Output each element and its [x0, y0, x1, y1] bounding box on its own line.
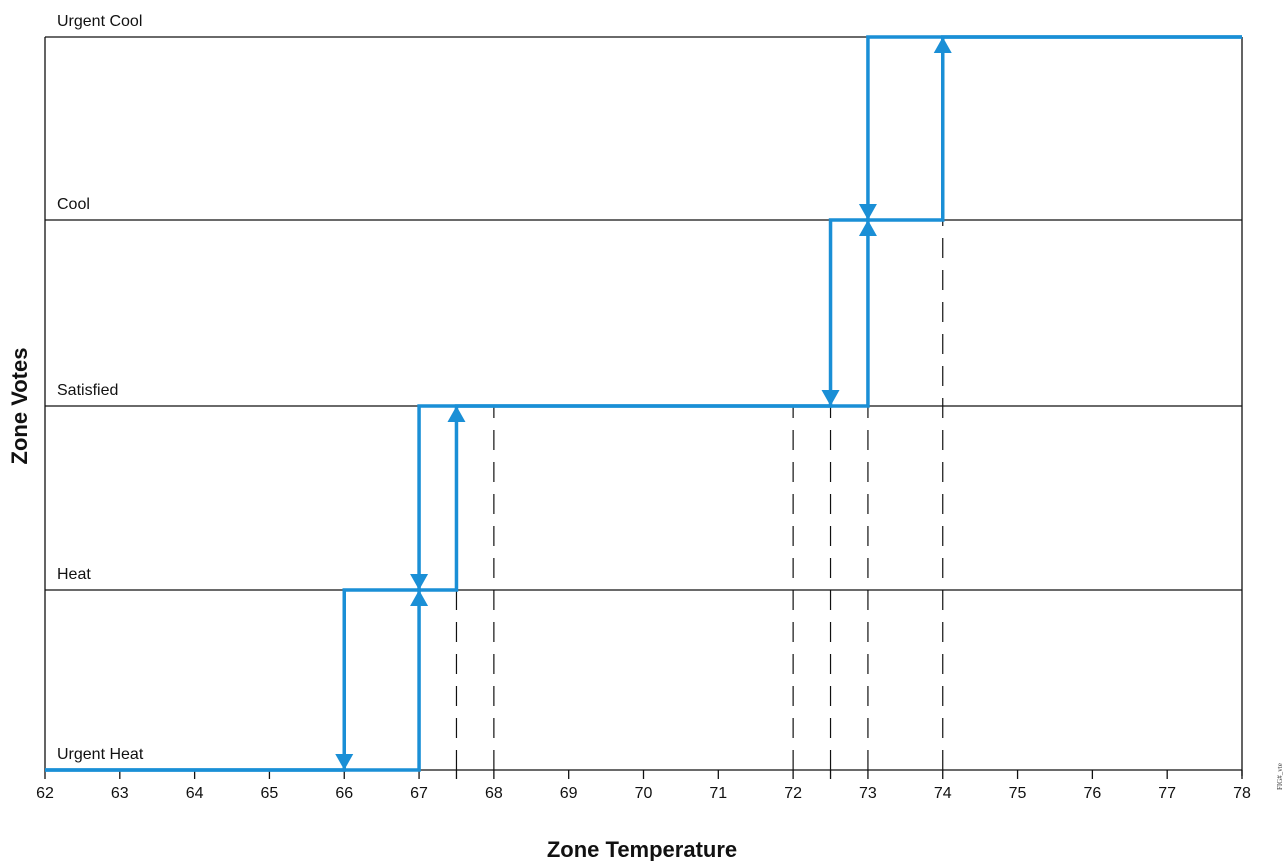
x-tick-label: 72	[784, 785, 802, 802]
x-tick-label: 70	[635, 785, 653, 802]
arrow-down	[410, 574, 429, 590]
x-tick-label: 68	[485, 785, 503, 802]
x-tick-label: 71	[709, 785, 727, 802]
level-label-urgent-cool: Urgent Cool	[57, 13, 142, 30]
x-tick-label: 73	[859, 785, 877, 802]
level-label-cool: Cool	[57, 196, 90, 213]
x-tick-label: 75	[1009, 785, 1027, 802]
level-labels: Urgent Heat Heat Satisfied Cool Urgent Cool	[57, 13, 144, 763]
x-tick-label: 78	[1233, 785, 1251, 802]
x-tick-label: 66	[335, 785, 353, 802]
dashed-guides	[455, 220, 944, 770]
arrow-down	[858, 204, 877, 220]
arrow-down	[821, 390, 840, 406]
x-tick-label: 77	[1158, 785, 1176, 802]
figure-id: FIG#_vte	[1276, 763, 1284, 790]
arrow-up	[447, 406, 466, 422]
level-label-urgent-heat: Urgent Heat	[57, 746, 144, 763]
x-tick-label: 63	[111, 785, 129, 802]
x-tick-label: 67	[410, 785, 428, 802]
y-axis-title: Zone Votes	[7, 348, 32, 465]
arrow-up	[933, 37, 952, 53]
series-rising-line	[45, 35, 1242, 772]
arrow-up	[410, 590, 429, 606]
x-tick-label: 62	[36, 785, 54, 802]
x-axis-title: Zone Temperature	[547, 837, 737, 861]
series-lines	[45, 35, 1242, 772]
x-tick-label: 69	[560, 785, 578, 802]
series-falling-line	[45, 35, 1242, 772]
x-tick-label: 76	[1083, 785, 1101, 802]
x-tick-label: 64	[186, 785, 204, 802]
x-tick-label: 65	[261, 785, 279, 802]
arrow-down	[335, 754, 354, 770]
level-label-heat: Heat	[57, 566, 91, 583]
x-tick-labels: 62 63 64 65 66 67 68 69 70 71 72 73 74 75 76 77 78	[36, 785, 1251, 802]
transition-arrows	[335, 37, 952, 770]
x-tick-label: 74	[934, 785, 952, 802]
level-label-satisfied: Satisfied	[57, 382, 118, 399]
arrow-up	[858, 220, 877, 236]
